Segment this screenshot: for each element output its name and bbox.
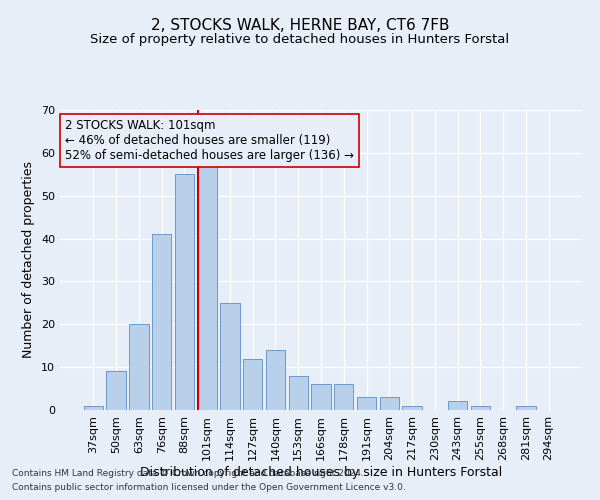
Text: 2 STOCKS WALK: 101sqm
← 46% of detached houses are smaller (119)
52% of semi-det: 2 STOCKS WALK: 101sqm ← 46% of detached … — [65, 119, 354, 162]
Bar — [289, 376, 308, 410]
Bar — [266, 350, 285, 410]
Bar — [220, 303, 239, 410]
Bar — [175, 174, 194, 410]
Bar — [448, 402, 467, 410]
Bar — [516, 406, 536, 410]
Text: Contains HM Land Registry data © Crown copyright and database right 2024.: Contains HM Land Registry data © Crown c… — [12, 468, 364, 477]
Bar — [380, 397, 399, 410]
Bar — [84, 406, 103, 410]
Bar — [106, 372, 126, 410]
Text: Size of property relative to detached houses in Hunters Forstal: Size of property relative to detached ho… — [91, 32, 509, 46]
Text: 2, STOCKS WALK, HERNE BAY, CT6 7FB: 2, STOCKS WALK, HERNE BAY, CT6 7FB — [151, 18, 449, 32]
Bar — [334, 384, 353, 410]
Bar — [243, 358, 262, 410]
Bar — [403, 406, 422, 410]
Text: Contains public sector information licensed under the Open Government Licence v3: Contains public sector information licen… — [12, 484, 406, 492]
Bar — [197, 162, 217, 410]
Bar — [357, 397, 376, 410]
Bar — [129, 324, 149, 410]
X-axis label: Distribution of detached houses by size in Hunters Forstal: Distribution of detached houses by size … — [140, 466, 502, 478]
Bar — [311, 384, 331, 410]
Bar — [470, 406, 490, 410]
Y-axis label: Number of detached properties: Number of detached properties — [22, 162, 35, 358]
Bar — [152, 234, 172, 410]
